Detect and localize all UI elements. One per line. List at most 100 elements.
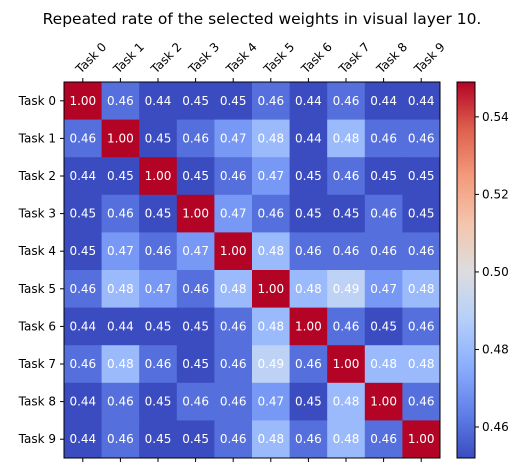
cell-value-label-r4-c9: 0.46 xyxy=(408,244,435,258)
cell-value-label-r0-c6: 0.44 xyxy=(295,94,322,108)
cell-value-label-r0-c3: 0.45 xyxy=(182,94,209,108)
x-tick-label-8: Task 8 xyxy=(373,40,410,77)
heatmap-cell-r7-c4 xyxy=(214,345,253,384)
x-tick-label-4: Task 4 xyxy=(223,40,260,77)
cell-value-label-r4-c8: 0.46 xyxy=(370,244,397,258)
cell-value-label-r5-c0: 0.46 xyxy=(69,282,96,296)
cell-value-label-r9-c5: 0.48 xyxy=(257,432,284,446)
cell-value-label-r6-c1: 0.44 xyxy=(107,319,134,333)
colorbar-tick-label-4: 0.54 xyxy=(482,110,509,124)
heatmap-cell-r8-c9 xyxy=(402,382,441,421)
x-tick-label-6: Task 6 xyxy=(298,40,335,77)
chart-title: Repeated rate of the selected weights in… xyxy=(43,10,482,28)
heatmap-cell-r1-c5 xyxy=(252,119,291,158)
cell-value-label-r8-c1: 0.46 xyxy=(107,395,134,409)
heatmap-cell-r2-c8 xyxy=(364,157,403,196)
heatmap-cell-r8-c7 xyxy=(327,382,366,421)
cell-value-label-r8-c8: 1.00 xyxy=(370,395,397,409)
cell-value-label-r8-c7: 0.48 xyxy=(333,395,360,409)
cell-value-label-r2-c5: 0.47 xyxy=(257,169,284,183)
heatmap-cell-r5-c4 xyxy=(214,270,253,309)
cell-value-label-r7-c9: 0.48 xyxy=(408,357,435,371)
cell-value-label-r2-c3: 0.45 xyxy=(182,169,209,183)
cell-value-label-r8-c0: 0.44 xyxy=(69,395,96,409)
heatmap-cell-r0-c3 xyxy=(176,82,215,121)
heatmap-cell-r0-c9 xyxy=(402,82,441,121)
x-tick-label-7: Task 7 xyxy=(336,40,373,77)
cell-value-label-r2-c2: 1.00 xyxy=(145,169,172,183)
heatmap-cell-r2-c4 xyxy=(214,157,253,196)
heatmap-cell-r0-c7 xyxy=(327,82,366,121)
cell-value-label-r4-c7: 0.46 xyxy=(333,244,360,258)
cell-value-label-r0-c0: 1.00 xyxy=(69,94,96,108)
heatmap-cell-r9-c3 xyxy=(176,420,215,459)
cell-value-label-r9-c7: 0.48 xyxy=(333,432,360,446)
heatmap-cell-r9-c2 xyxy=(139,420,178,459)
cell-value-label-r4-c1: 0.47 xyxy=(107,244,134,258)
y-tick-label-3: Task 3 xyxy=(18,207,56,221)
heatmap-cell-r5-c9 xyxy=(402,270,441,309)
heatmap-cell-r0-c1 xyxy=(101,82,140,121)
heatmap-cell-r1-c0 xyxy=(64,119,103,158)
cell-value-label-r6-c3: 0.45 xyxy=(182,319,209,333)
cell-value-label-r0-c8: 0.44 xyxy=(370,94,397,108)
cell-value-label-r5-c8: 0.47 xyxy=(370,282,397,296)
cell-value-label-r5-c5: 1.00 xyxy=(257,282,284,296)
heatmap-cell-r0-c0 xyxy=(64,82,103,121)
x-tick-label-5: Task 5 xyxy=(260,40,297,77)
heatmap-cell-r4-c5 xyxy=(252,232,291,271)
heatmap-cell-r9-c1 xyxy=(101,420,140,459)
heatmap-cell-r5-c5 xyxy=(252,270,291,309)
heatmap-cell-r8-c8 xyxy=(364,382,403,421)
cell-value-label-r2-c4: 0.46 xyxy=(220,169,247,183)
cell-value-label-r2-c7: 0.46 xyxy=(333,169,360,183)
cell-value-label-r5-c3: 0.46 xyxy=(182,282,209,296)
heatmap-cell-r9-c8 xyxy=(364,420,403,459)
cell-value-label-r4-c0: 0.45 xyxy=(69,244,96,258)
cell-value-label-r0-c4: 0.45 xyxy=(220,94,247,108)
heatmap-cell-r6-c6 xyxy=(289,307,328,346)
cell-value-label-r1-c8: 0.46 xyxy=(370,131,397,145)
cell-value-label-r3-c1: 0.46 xyxy=(107,207,134,221)
cell-value-label-r7-c8: 0.48 xyxy=(370,357,397,371)
cell-value-label-r3-c7: 0.45 xyxy=(333,207,360,221)
colorbar-gradient xyxy=(456,81,476,459)
x-tick-label-0: Task 0 xyxy=(72,40,109,77)
cell-value-label-r9-c4: 0.46 xyxy=(220,432,247,446)
heatmap-cell-r6-c3 xyxy=(176,307,215,346)
heatmap-cell-r9-c0 xyxy=(64,420,103,459)
cell-value-label-r0-c1: 0.46 xyxy=(107,94,134,108)
colorbar: 0.46 0.48 0.50 0.52 0.54 xyxy=(456,81,509,459)
cell-value-label-r3-c2: 0.45 xyxy=(145,207,172,221)
cell-value-label-r8-c3: 0.46 xyxy=(182,395,209,409)
heatmap-cell-r7-c3 xyxy=(176,345,215,384)
y-tick-label-8: Task 8 xyxy=(18,395,56,409)
cell-value-label-r1-c7: 0.48 xyxy=(333,131,360,145)
heatmap-cell-r3-c5 xyxy=(252,194,291,233)
cell-value-label-r4-c3: 0.47 xyxy=(182,244,209,258)
y-tick-label-6: Task 6 xyxy=(18,319,56,333)
heatmap-cell-r9-c9 xyxy=(402,420,441,459)
cell-value-label-r0-c9: 0.44 xyxy=(408,94,435,108)
heatmap-cell-r5-c1 xyxy=(101,270,140,309)
heatmap-cell-r4-c1 xyxy=(101,232,140,271)
cell-value-label-r1-c6: 0.44 xyxy=(295,131,322,145)
heatmap-cell-r2-c7 xyxy=(327,157,366,196)
x-tick-label-3: Task 3 xyxy=(185,40,222,77)
heatmap-cell-r9-c7 xyxy=(327,420,366,459)
cell-value-label-r4-c4: 1.00 xyxy=(220,244,247,258)
cell-value-label-r7-c5: 0.49 xyxy=(257,357,284,371)
heatmap-cell-labels: 1.00 0.46 0.44 0.45 0.45 0.46 0.44 0.46 0.44 0.44… xyxy=(69,94,434,446)
cell-value-label-r1-c4: 0.47 xyxy=(220,131,247,145)
cell-value-label-r7-c1: 0.48 xyxy=(107,357,134,371)
colorbar-tick-label-1: 0.48 xyxy=(482,342,509,356)
heatmap-cell-r0-c5 xyxy=(252,82,291,121)
x-tick-label-1: Task 1 xyxy=(110,40,147,77)
cell-value-label-r8-c2: 0.45 xyxy=(145,395,172,409)
cell-value-label-r3-c5: 0.46 xyxy=(257,207,284,221)
heatmap-cell-r4-c9 xyxy=(402,232,441,271)
heatmap-cell-r7-c6 xyxy=(289,345,328,384)
cell-value-label-r8-c5: 0.47 xyxy=(257,395,284,409)
heatmap-cell-r5-c7 xyxy=(327,270,366,309)
cell-value-label-r1-c1: 1.00 xyxy=(107,131,134,145)
